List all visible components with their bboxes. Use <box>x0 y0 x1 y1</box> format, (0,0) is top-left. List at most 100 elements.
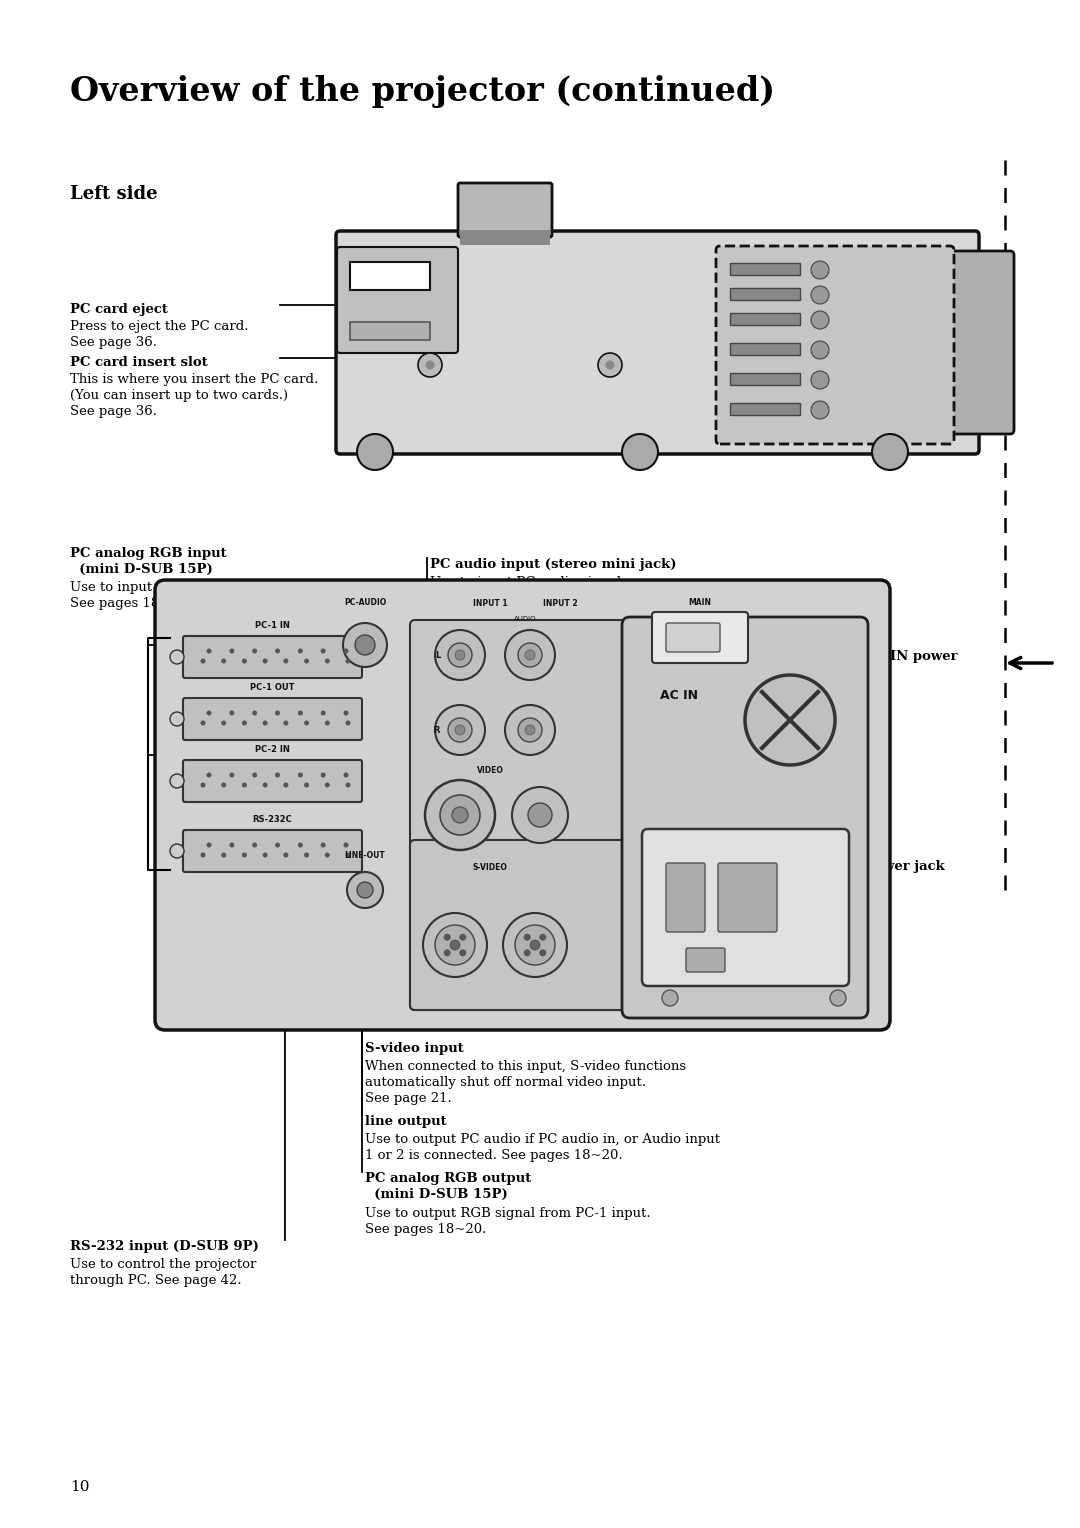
Text: See page 21.: See page 21. <box>365 1093 451 1105</box>
Circle shape <box>811 261 829 280</box>
FancyBboxPatch shape <box>622 617 868 1018</box>
Text: RS-232 input (D-SUB 9P): RS-232 input (D-SUB 9P) <box>70 1241 259 1253</box>
Circle shape <box>321 773 326 778</box>
Circle shape <box>418 353 442 377</box>
Text: PC-1 OUT: PC-1 OUT <box>251 683 295 692</box>
FancyBboxPatch shape <box>183 759 362 802</box>
Circle shape <box>262 782 268 787</box>
Circle shape <box>745 675 835 766</box>
Circle shape <box>229 711 234 715</box>
Circle shape <box>321 842 326 848</box>
FancyBboxPatch shape <box>686 947 725 972</box>
Text: Overview of the projector (continued): Overview of the projector (continued) <box>70 75 775 108</box>
Circle shape <box>275 648 280 654</box>
Text: Use to input video and audio.: Use to input video and audio. <box>480 630 677 643</box>
Text: MAIN: MAIN <box>689 597 712 607</box>
Text: 1 or 2 is connected. See pages 18~20.: 1 or 2 is connected. See pages 18~20. <box>365 1149 623 1161</box>
Text: Use to input PC audio signals.: Use to input PC audio signals. <box>430 576 632 588</box>
Circle shape <box>811 371 829 390</box>
Text: PC audio input (stereo mini jack): PC audio input (stereo mini jack) <box>430 558 676 571</box>
Circle shape <box>298 842 302 848</box>
Circle shape <box>811 400 829 419</box>
Text: L: L <box>435 651 440 660</box>
Circle shape <box>242 853 247 857</box>
Circle shape <box>283 659 288 663</box>
Circle shape <box>262 853 268 857</box>
FancyBboxPatch shape <box>458 183 552 237</box>
Circle shape <box>448 718 472 743</box>
Text: See pages 18~20.: See pages 18~20. <box>365 1222 486 1236</box>
Circle shape <box>206 773 212 778</box>
Circle shape <box>305 721 309 726</box>
Circle shape <box>262 721 268 726</box>
Circle shape <box>525 649 535 660</box>
Circle shape <box>539 949 546 957</box>
Text: automatically shut off normal video input.: automatically shut off normal video inpu… <box>365 1076 646 1089</box>
FancyBboxPatch shape <box>951 251 1014 434</box>
Circle shape <box>423 914 487 976</box>
Text: PC analog RGB input: PC analog RGB input <box>70 547 227 559</box>
Circle shape <box>459 949 467 957</box>
Circle shape <box>346 659 351 663</box>
Circle shape <box>275 842 280 848</box>
Text: PC card insert slot: PC card insert slot <box>70 356 207 368</box>
Bar <box>460 231 550 244</box>
FancyBboxPatch shape <box>337 248 458 353</box>
Circle shape <box>347 872 383 908</box>
Text: See page 36.: See page 36. <box>70 336 157 348</box>
Circle shape <box>283 721 288 726</box>
Circle shape <box>453 807 468 824</box>
Circle shape <box>524 949 530 957</box>
Circle shape <box>242 721 247 726</box>
Circle shape <box>811 286 829 304</box>
Circle shape <box>606 361 615 368</box>
FancyBboxPatch shape <box>156 581 890 1030</box>
Circle shape <box>201 853 205 857</box>
Circle shape <box>283 782 288 787</box>
Circle shape <box>811 312 829 329</box>
FancyBboxPatch shape <box>183 830 362 872</box>
Circle shape <box>662 990 678 1005</box>
Text: MAIN power: MAIN power <box>865 649 958 663</box>
FancyBboxPatch shape <box>718 863 777 932</box>
Circle shape <box>539 934 546 941</box>
Circle shape <box>170 712 184 726</box>
Circle shape <box>426 361 434 368</box>
Text: PC-1 IN: PC-1 IN <box>255 620 289 630</box>
Circle shape <box>325 721 329 726</box>
Circle shape <box>622 434 658 471</box>
Text: Left side: Left side <box>70 185 158 203</box>
Circle shape <box>201 659 205 663</box>
Text: line output: line output <box>365 1115 447 1128</box>
Circle shape <box>435 924 475 966</box>
Circle shape <box>426 779 495 850</box>
Circle shape <box>298 773 302 778</box>
Text: power jack: power jack <box>865 860 945 872</box>
Text: Use to control the projector: Use to control the projector <box>70 1258 256 1271</box>
Circle shape <box>229 842 234 848</box>
FancyBboxPatch shape <box>410 840 630 1010</box>
Circle shape <box>283 853 288 857</box>
Circle shape <box>435 630 485 680</box>
FancyBboxPatch shape <box>183 636 362 678</box>
Circle shape <box>450 940 460 950</box>
Circle shape <box>505 704 555 755</box>
Circle shape <box>346 853 351 857</box>
Text: RS-232C: RS-232C <box>253 814 293 824</box>
Circle shape <box>298 711 302 715</box>
Text: VIDEO: VIDEO <box>476 766 503 775</box>
Circle shape <box>275 773 280 778</box>
Circle shape <box>221 782 226 787</box>
Text: Press to eject the PC card.: Press to eject the PC card. <box>70 319 248 333</box>
Circle shape <box>252 773 257 778</box>
Text: AUDIO: AUDIO <box>514 616 537 622</box>
Circle shape <box>343 842 349 848</box>
Text: See page 36.: See page 36. <box>70 405 157 419</box>
Circle shape <box>325 659 329 663</box>
Circle shape <box>321 648 326 654</box>
Circle shape <box>811 341 829 359</box>
Circle shape <box>252 711 257 715</box>
Circle shape <box>455 649 465 660</box>
Circle shape <box>505 630 555 680</box>
Circle shape <box>170 775 184 788</box>
